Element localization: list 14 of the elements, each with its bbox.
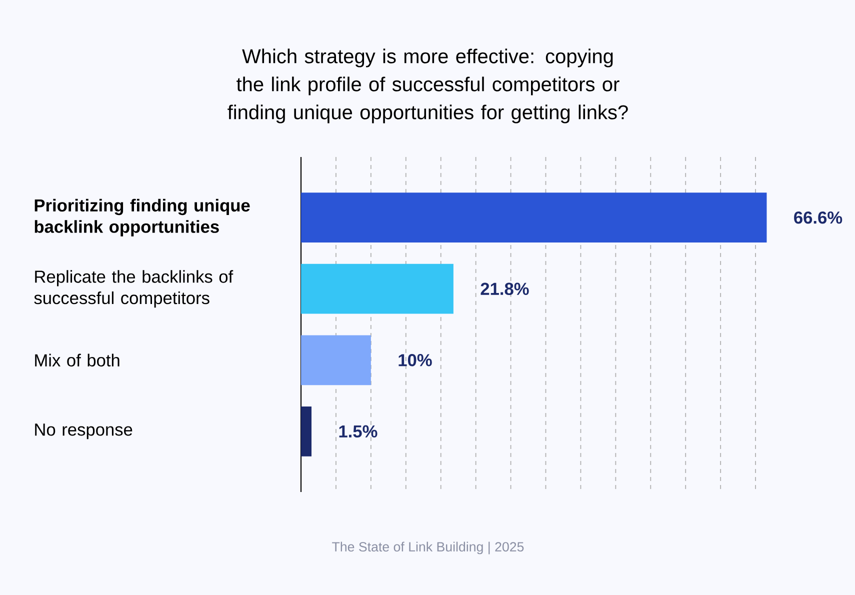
data-label: 21.8% — [480, 282, 529, 295]
bar — [301, 192, 767, 243]
text: The State of Link Building | 2025 — [332, 542, 524, 554]
data-label: 10% — [398, 354, 432, 366]
chart-title: Which strategy is more effective: copying the link profile of successful competitors or finding unique opportunities for getting links? — [228, 48, 628, 124]
data-label: 66.6% — [794, 211, 842, 224]
bar — [301, 335, 371, 386]
bar — [301, 406, 312, 456]
y-tick-label: Prioritizing finding unique backlink opportunities — [34, 198, 250, 236]
data-label: 1.5% — [339, 425, 378, 438]
y-tick-label: Mix of both — [35, 354, 120, 367]
bar — [301, 264, 454, 314]
y-tick-label: Replicate the backlinks of successful competitors — [34, 270, 234, 308]
y-tick-label: No response — [35, 424, 132, 440]
